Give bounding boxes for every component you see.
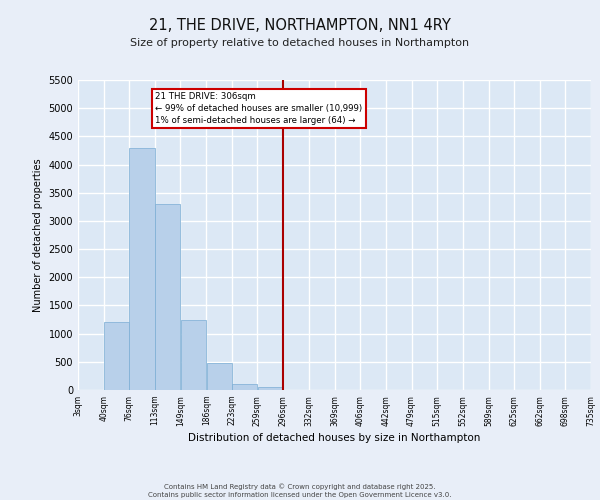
Text: 21, THE DRIVE, NORTHAMPTON, NN1 4RY: 21, THE DRIVE, NORTHAMPTON, NN1 4RY	[149, 18, 451, 32]
Text: 21 THE DRIVE: 306sqm
← 99% of detached houses are smaller (10,999)
1% of semi-de: 21 THE DRIVE: 306sqm ← 99% of detached h…	[155, 92, 362, 125]
Bar	[232, 384, 257, 390]
Bar	[155, 204, 180, 390]
Bar	[206, 363, 232, 390]
Bar	[257, 386, 283, 390]
X-axis label: Distribution of detached houses by size in Northampton: Distribution of detached houses by size …	[188, 432, 481, 442]
Text: Contains HM Land Registry data © Crown copyright and database right 2025.
Contai: Contains HM Land Registry data © Crown c…	[148, 484, 452, 498]
Bar	[181, 320, 206, 390]
Text: Size of property relative to detached houses in Northampton: Size of property relative to detached ho…	[130, 38, 470, 48]
Bar	[104, 322, 129, 390]
Bar	[130, 148, 155, 390]
Y-axis label: Number of detached properties: Number of detached properties	[33, 158, 43, 312]
